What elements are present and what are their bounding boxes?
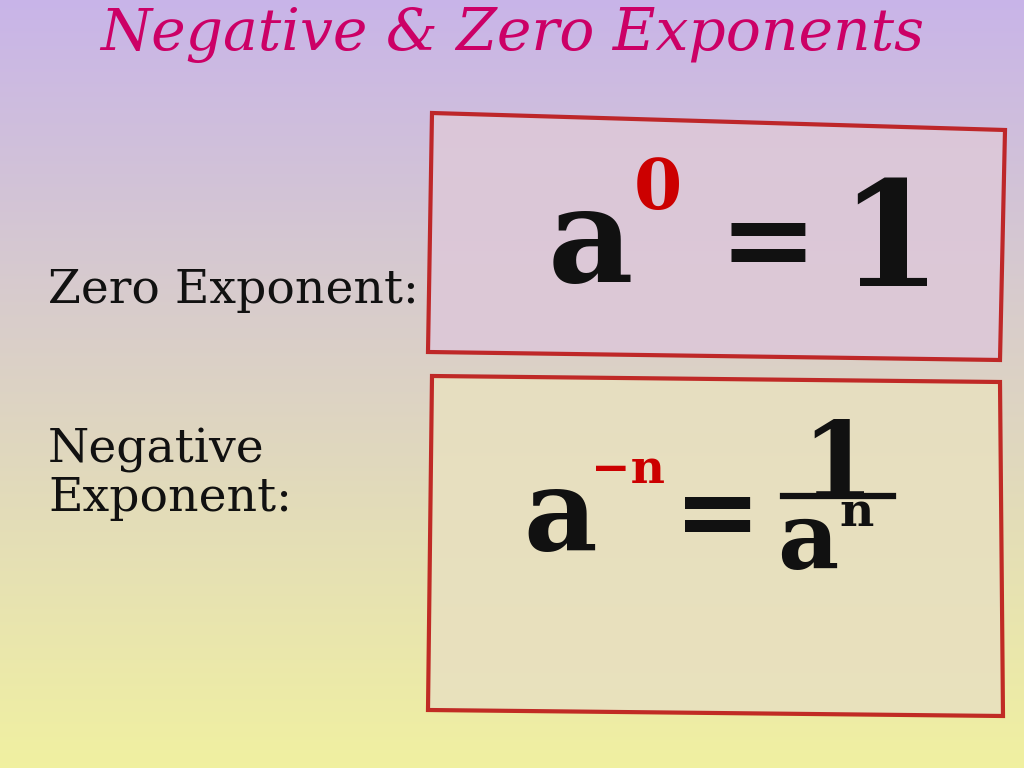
Text: −n: −n	[591, 447, 665, 493]
Text: 1: 1	[840, 176, 941, 316]
Text: =: =	[719, 188, 817, 303]
Text: Negative: Negative	[48, 427, 264, 472]
Text: =: =	[675, 467, 762, 569]
Text: 1: 1	[802, 417, 874, 519]
Polygon shape	[428, 376, 1002, 716]
Text: a: a	[547, 181, 633, 310]
Text: a: a	[777, 498, 839, 588]
Text: a: a	[523, 462, 597, 574]
Text: Zero Exponent:: Zero Exponent:	[48, 267, 419, 313]
Polygon shape	[428, 113, 1005, 360]
Text: 0: 0	[634, 157, 682, 223]
Text: n: n	[840, 490, 874, 536]
Text: Exponent:: Exponent:	[48, 475, 292, 521]
Text: Negative & Zero Exponents: Negative & Zero Exponents	[100, 7, 924, 63]
